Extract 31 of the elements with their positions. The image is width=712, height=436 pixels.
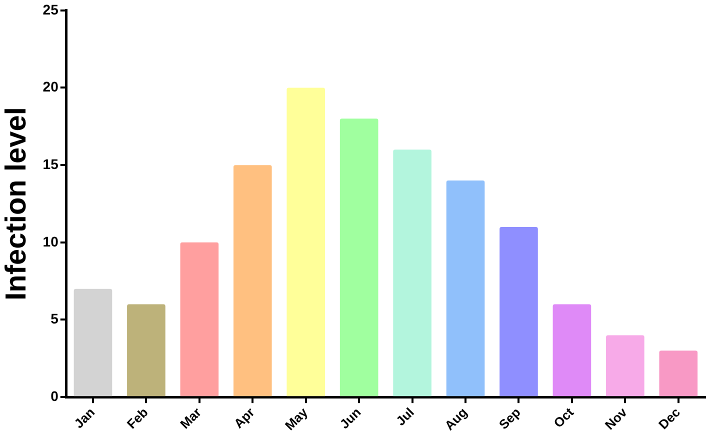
bar [233,165,272,396]
x-tick-label: Oct [550,404,578,431]
x-tick-label: Jan [71,404,98,432]
bar [446,180,485,396]
x-tick-label: May [282,404,312,434]
y-tick-label: 10 [42,233,59,250]
bar [74,288,112,396]
y-tick-label: 0 [50,388,59,404]
y-axis-title: Infection level [0,107,32,300]
y-tick-label: 20 [42,78,59,95]
x-tick-label: Aug [442,404,470,434]
bar [552,304,592,396]
x-tick-label: Nov [602,404,630,433]
bar [606,335,644,396]
x-tick-label: Apr [230,404,258,432]
x-tick-label: Jun [336,404,364,432]
bar [340,118,378,396]
bar [180,242,219,396]
bar [659,350,698,396]
bar [500,226,538,396]
y-tick-label: 25 [42,1,59,18]
bar [286,88,326,396]
bar [393,150,432,396]
y-tick-label: 15 [42,156,59,172]
x-tick-label: Feb [124,404,151,432]
y-tick-label: 5 [50,310,59,327]
x-tick-label: Mar [177,404,204,432]
x-tick-label: Jul [393,404,417,429]
bar [127,304,166,396]
x-tick-label: Sep [496,404,524,432]
x-tick-label: Dec [656,404,684,432]
